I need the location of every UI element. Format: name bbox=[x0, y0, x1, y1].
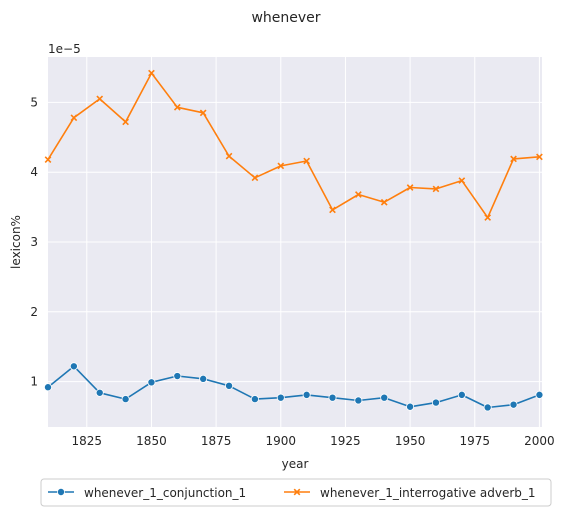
data-point bbox=[122, 395, 129, 402]
data-point bbox=[536, 391, 543, 398]
y-axis-label: lexicon% bbox=[9, 215, 23, 269]
data-point bbox=[44, 384, 51, 391]
legend-label-conjunction: whenever_1_conjunction_1 bbox=[84, 486, 246, 500]
data-point bbox=[381, 394, 388, 401]
x-tick-label: 1950 bbox=[395, 434, 426, 448]
chart-title: whenever bbox=[251, 10, 320, 26]
x-tick-label: 1825 bbox=[72, 434, 103, 448]
legend-swatch-marker bbox=[57, 488, 64, 495]
x-tick-label: 1975 bbox=[459, 434, 490, 448]
y-tick-label: 1 bbox=[30, 375, 38, 389]
data-point bbox=[484, 404, 491, 411]
data-point bbox=[70, 363, 77, 370]
y-tick-label: 3 bbox=[30, 235, 38, 249]
x-axis-label: year bbox=[282, 457, 309, 471]
data-point bbox=[329, 394, 336, 401]
data-point bbox=[200, 375, 207, 382]
data-point bbox=[148, 379, 155, 386]
data-point bbox=[355, 397, 362, 404]
y-tick-label: 2 bbox=[30, 305, 38, 319]
data-point bbox=[96, 389, 103, 396]
y-offset-label: 1e−5 bbox=[48, 42, 81, 56]
x-tick-label: 1900 bbox=[266, 434, 297, 448]
x-tick-label: 1850 bbox=[136, 434, 167, 448]
legend: whenever_1_conjunction_1 whenever_1_inte… bbox=[41, 479, 551, 506]
x-tick-label: 2000 bbox=[524, 434, 555, 448]
data-point bbox=[277, 394, 284, 401]
data-point bbox=[174, 372, 181, 379]
legend-label-interrogative: whenever_1_interrogative adverb_1 bbox=[320, 486, 536, 500]
y-tick-label: 5 bbox=[30, 95, 38, 109]
data-point bbox=[251, 395, 258, 402]
data-point bbox=[303, 391, 310, 398]
data-point bbox=[432, 399, 439, 406]
data-point bbox=[458, 391, 465, 398]
x-tick-label: 1875 bbox=[201, 434, 232, 448]
x-tick-label: 1925 bbox=[330, 434, 361, 448]
data-point bbox=[225, 382, 232, 389]
data-point bbox=[406, 403, 413, 410]
data-point bbox=[510, 401, 517, 408]
y-tick-label: 4 bbox=[30, 165, 38, 179]
